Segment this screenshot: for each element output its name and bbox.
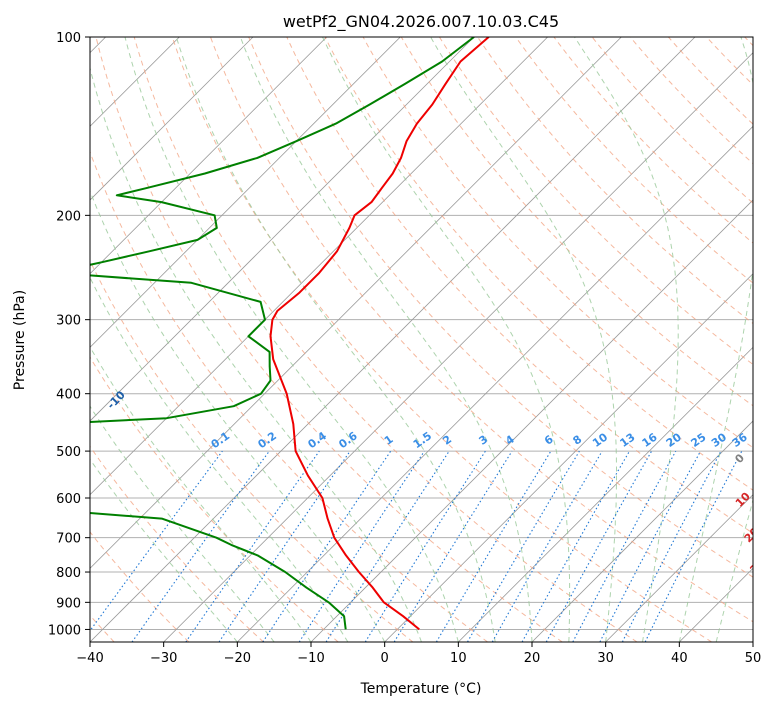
mixing-ratio-line: [435, 450, 552, 642]
dry-adiabat-line: [90, 531, 190, 642]
mixing-ratio-line: [185, 450, 320, 642]
isotherm-line: [163, 52, 753, 642]
x-tick-label: 30: [597, 651, 614, 666]
isotherm-line: [90, 37, 622, 569]
y-tick-label: 300: [56, 314, 81, 329]
background-lines: [90, 37, 753, 642]
mixing-ratio-line: [218, 450, 351, 642]
dry-adiabat-line: [133, 37, 638, 642]
moist-adiabat-line: [239, 37, 533, 642]
y-tick-label: 700: [56, 532, 81, 547]
mixing-ratio-line: [491, 450, 603, 642]
x-axis-label: Temperature (°C): [360, 681, 482, 697]
x-tick-label: −40: [76, 651, 103, 666]
y-axis-label: Pressure (hPa): [12, 290, 28, 390]
mixing-ratio-line: [325, 450, 450, 642]
dry-adiabat-line: [248, 37, 753, 578]
mixing-ratio-line: [545, 450, 653, 642]
moist-adiabat-line: [90, 345, 312, 642]
dry-adiabat-line: [286, 37, 753, 534]
y-tick-label: 800: [56, 566, 81, 581]
y-tick-label: 900: [56, 596, 81, 611]
moist-adiabat-line: [574, 37, 679, 642]
y-tick-label: 1000: [48, 623, 81, 638]
moist-adiabat-line: [124, 37, 459, 642]
y-tick-label: 400: [56, 388, 81, 403]
isotherm-line: [90, 37, 401, 348]
x-tick-label: −10: [297, 651, 324, 666]
dry-adiabat-line: [95, 37, 563, 642]
isotherm-line: [458, 346, 753, 642]
isotherm-line: [384, 273, 753, 642]
y-tick-label: 100: [56, 31, 81, 46]
dry-adiabat-line: [324, 37, 753, 491]
isotherm-line: [237, 125, 753, 642]
x-tick-label: 10: [450, 651, 467, 666]
moist-adiabat-line: [90, 189, 386, 642]
moist-adiabat-label: 20: [742, 525, 762, 545]
dry-adiabat-line: [90, 259, 414, 642]
x-tick-label: 40: [671, 651, 688, 666]
isotherm-line: [90, 37, 475, 422]
sounding-profiles: [90, 37, 490, 631]
dewpoint-profile-line: [90, 37, 475, 630]
moist-adiabat-label: 30: [747, 556, 767, 576]
mixing-ratio-line: [467, 450, 580, 642]
isotherm-line: [605, 494, 753, 642]
mixing-ratio-line: [90, 450, 223, 632]
y-tick-label: 600: [56, 492, 81, 507]
moist-adiabat-line: [90, 405, 275, 642]
x-tick-label: 20: [524, 651, 541, 666]
moist-adiabat-line: [322, 37, 571, 642]
mixing-ratio-line: [364, 450, 486, 642]
isotherm-line: [90, 37, 254, 201]
isotherm-line: [90, 37, 548, 496]
mixing-ratio-line: [521, 450, 630, 642]
dry-adiabat-line: [210, 37, 753, 623]
x-tick-label: −30: [150, 651, 177, 666]
moist-adiabat-line: [175, 37, 496, 642]
isotherm-line: [90, 37, 327, 275]
x-tick-label: 0: [381, 651, 389, 666]
y-tick-label: 500: [56, 445, 81, 460]
axes: −40 −30 −20 −10 0 10 20 30 40 50 100 200 300 400 500 60…: [48, 31, 761, 666]
x-tick-label: 50: [745, 651, 762, 666]
x-tick-label: −20: [224, 651, 251, 666]
chart-title: wetPf2_GN04.2026.007.10.03.C45: [283, 12, 559, 32]
y-tick-label: 200: [56, 209, 81, 224]
dry-adiabat-line: [438, 37, 753, 366]
moist-adiabat-line: [430, 37, 617, 642]
dry-adiabat-line: [400, 37, 753, 407]
mixing-ratio-line: [131, 450, 270, 642]
dry-adiabat-line: [362, 37, 753, 449]
plot-frame: [89, 36, 754, 643]
isotherm-line: [531, 420, 753, 642]
moist-adiabat-line: [90, 276, 349, 642]
mixing-ratio-line: [572, 450, 677, 642]
moist-adiabat-line: [90, 458, 238, 642]
mixing-ratio-line: [393, 450, 513, 642]
temperature-profile-line: [269, 37, 490, 631]
